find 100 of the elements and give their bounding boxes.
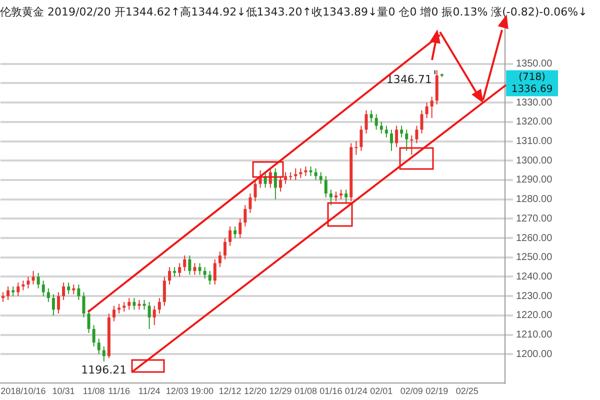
- y-tick-label: 1280.00: [516, 194, 553, 206]
- candlestick: [72, 284, 76, 295]
- x-tick-label: 12/29: [269, 386, 292, 396]
- candlestick: [168, 266, 171, 285]
- candlestick: [234, 226, 237, 239]
- x-tick-label: 02/09: [400, 386, 423, 396]
- x-tick-label: 01/24: [344, 386, 368, 396]
- y-tick-label: 1300.00: [516, 155, 553, 166]
- candlestick: [248, 193, 252, 214]
- x-tick-label: 10/31: [52, 386, 75, 396]
- candlestick: [299, 168, 302, 179]
- candlestick: [6, 286, 10, 300]
- candlestick: [198, 262, 202, 276]
- candlestick: [340, 189, 343, 200]
- x-tick-label: 02/25: [456, 386, 478, 396]
- candlestick: [284, 172, 288, 184]
- annotation: 1196.21: [81, 363, 127, 376]
- candlestick: [344, 189, 348, 204]
- candlestick: [415, 125, 418, 144]
- candlestick: [228, 226, 232, 246]
- chart-title: 伦敦黄金 2019/02/20 开1344.62↑高1344.92↓低1343.20↑收1343.89↓量0 仓0 增0 振0.13% 涨(-0.82)-0.06%↓: [0, 5, 588, 18]
- candlestick: [158, 298, 161, 314]
- y-tick-label: 1350.00: [516, 58, 553, 70]
- x-tick-label: 11/24: [138, 386, 160, 396]
- candlestick: [405, 129, 408, 152]
- y-tick-label: 1210.00: [516, 330, 553, 341]
- candlestick: [238, 218, 242, 239]
- candlestick: [162, 276, 166, 306]
- candlestick: [390, 129, 393, 152]
- candlestick: [77, 284, 80, 300]
- candlestick: [188, 254, 192, 276]
- candlestick: [319, 172, 322, 184]
- candlestick: [138, 299, 141, 310]
- candlestick: [82, 292, 86, 318]
- y-tick-label: 1200.00: [516, 348, 553, 360]
- candlestick: [324, 176, 328, 198]
- candlestick: [400, 125, 404, 138]
- candlestick: [52, 294, 55, 316]
- candlestick: [183, 254, 186, 272]
- candlestick: [289, 172, 292, 180]
- candlestick: [374, 114, 378, 130]
- y-tick-label: 1290.00: [516, 174, 553, 186]
- candlestick: [67, 282, 70, 295]
- candlestick: [410, 134, 414, 156]
- candlestick: [152, 305, 156, 326]
- y-tick-label: 1330.00: [516, 97, 553, 108]
- candlestick: [395, 125, 398, 148]
- candlestick: [16, 282, 20, 297]
- text: 1336.69: [511, 84, 553, 95]
- candlestick: [26, 276, 30, 289]
- y-tick-label: 1220.00: [516, 310, 553, 322]
- candlestick: [213, 258, 216, 285]
- x-tick-label: 11/08: [82, 386, 105, 396]
- candlestick: [97, 338, 100, 355]
- y-tick-label: 1320.00: [516, 116, 553, 128]
- candlestick: [148, 301, 151, 330]
- y-tick-label: 1240.00: [516, 272, 553, 282]
- candlestick: [22, 280, 25, 291]
- candlestick: [384, 125, 388, 138]
- x-tick-label: 12/20: [244, 386, 267, 396]
- y-tick-label: 1270.00: [516, 213, 553, 224]
- candlestick: [102, 346, 106, 362]
- candlestick: [193, 262, 196, 276]
- candlestick: [92, 324, 96, 347]
- candlestick: [354, 140, 358, 156]
- y-tick-label: 1310.00: [516, 136, 553, 148]
- y-tick-label: 1230.00: [516, 290, 553, 302]
- candlestick: [42, 280, 45, 297]
- candlestick: [36, 272, 40, 289]
- x-tick-label: 12/03 19:00: [166, 386, 214, 396]
- candlestick: [173, 266, 176, 278]
- candlestick: [118, 303, 121, 314]
- candlestick: [420, 110, 424, 134]
- candlestick: [62, 282, 66, 300]
- candlestick: [425, 102, 428, 119]
- candlestick: [112, 305, 116, 322]
- candlestick: [274, 168, 277, 200]
- candlestick: [208, 270, 212, 285]
- x-tick-label: 02/01: [370, 386, 393, 396]
- annotation: 1346.71: [386, 73, 432, 86]
- x-tick-label: 01/08: [294, 386, 317, 396]
- candlestick: [57, 292, 60, 314]
- x-tick-label: 01/16: [320, 386, 342, 396]
- candlestick: [334, 191, 338, 202]
- candlestick: [360, 125, 363, 152]
- candlestick: [370, 110, 373, 122]
- candlestick: [128, 298, 131, 310]
- candlestick: [314, 168, 318, 180]
- candlestick: [203, 266, 206, 280]
- candlestick: [268, 168, 272, 188]
- candlestick: [254, 179, 257, 202]
- candlestick: [380, 121, 383, 134]
- candlestick: [294, 168, 298, 180]
- x-tick-label: 11/16: [108, 386, 130, 396]
- candlestick: [87, 309, 90, 334]
- candlestick: [244, 204, 247, 227]
- text: (718): [518, 72, 546, 83]
- y-tick-label: 1260.00: [516, 232, 553, 244]
- candlestick: [46, 288, 50, 302]
- candlestick: [132, 298, 136, 310]
